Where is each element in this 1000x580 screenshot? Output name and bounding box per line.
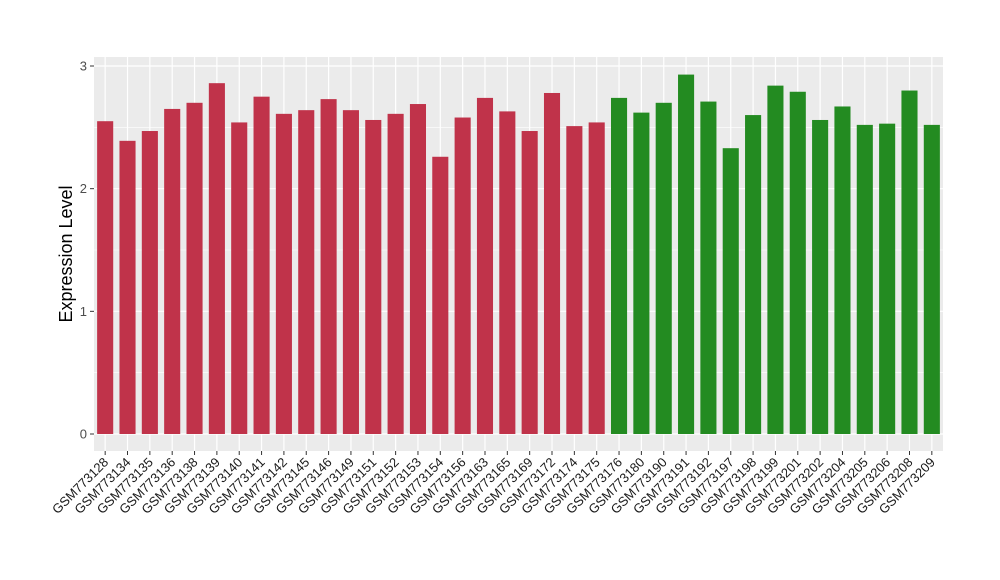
bar: [610, 97, 628, 434]
bar: [923, 124, 940, 434]
bar: [342, 110, 359, 434]
bar: [722, 148, 739, 435]
bar: [543, 92, 561, 434]
bar: [186, 102, 203, 435]
bar: [901, 90, 918, 435]
bar: [521, 131, 538, 434]
bar: [476, 97, 494, 434]
bar: [700, 101, 717, 434]
bar: [834, 106, 851, 434]
bar: [231, 122, 248, 434]
bar: [879, 123, 896, 435]
bar: [678, 74, 695, 434]
bar: [275, 113, 292, 434]
bar: [97, 121, 114, 434]
bar: [856, 124, 873, 434]
bar: [454, 117, 471, 435]
bar: [789, 91, 806, 434]
bars: [97, 74, 940, 435]
bar: [812, 119, 829, 435]
x-axis: GSM773128GSM773134GSM773135GSM773136GSM7…: [49, 451, 938, 517]
bar: [566, 126, 583, 435]
y-tick-label: 0: [80, 427, 87, 442]
bar: [745, 115, 762, 435]
bar: [365, 119, 382, 435]
bar: [655, 102, 672, 435]
bar: [499, 111, 516, 435]
bar: [164, 108, 181, 434]
y-axis: 0 1 2 3: [80, 59, 94, 442]
bar: [633, 112, 650, 434]
bar: [588, 122, 605, 434]
bar: [432, 156, 449, 435]
bar: [767, 85, 784, 435]
y-tick-label: 3: [80, 59, 87, 74]
y-tick-label: 1: [80, 304, 87, 319]
bar: [119, 140, 136, 434]
bar: [253, 96, 270, 435]
y-axis-title: Expression Level: [56, 185, 76, 322]
y-tick-label: 2: [80, 181, 87, 196]
bar: [409, 104, 427, 434]
bar: [320, 99, 337, 435]
bar: [298, 110, 315, 434]
bar: [387, 113, 404, 434]
bar: [208, 83, 225, 434]
bar: [141, 131, 158, 434]
